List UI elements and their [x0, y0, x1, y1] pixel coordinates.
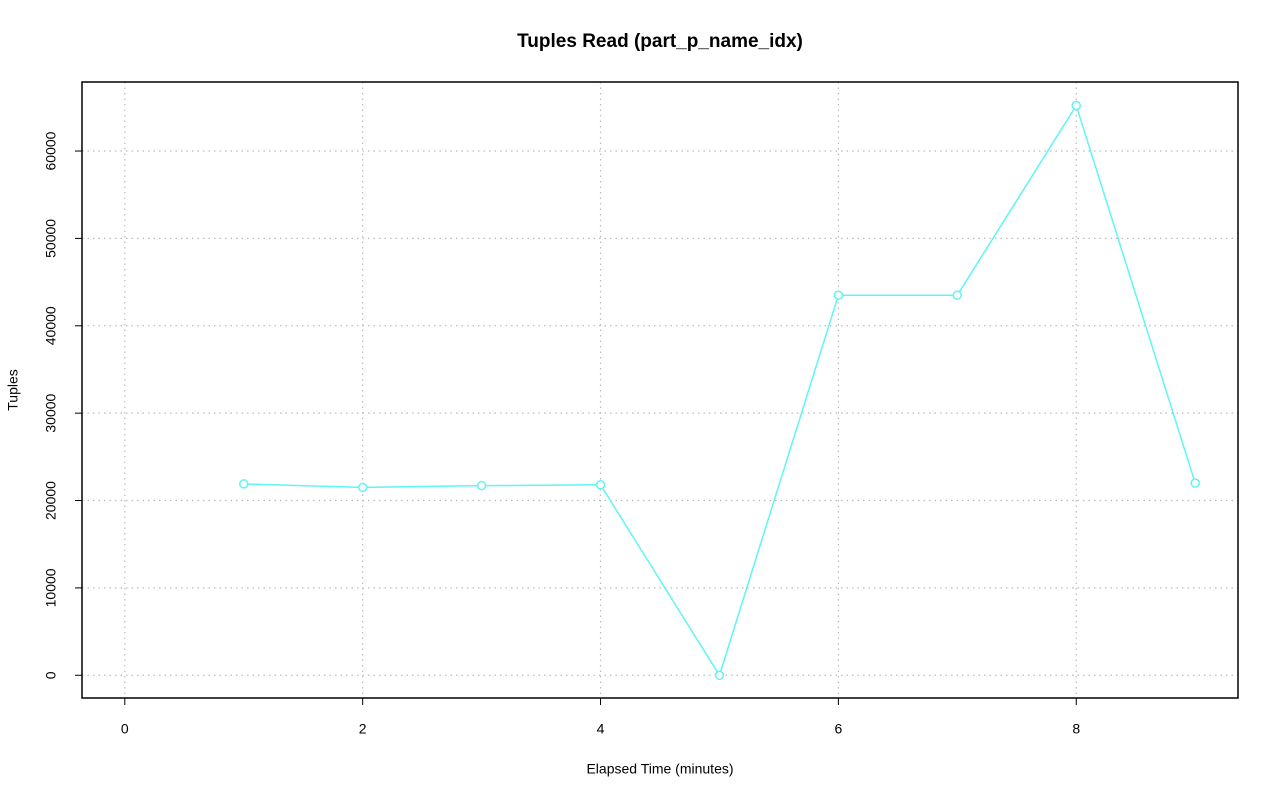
- data-point: [1071, 100, 1082, 111]
- data-point: [952, 290, 963, 300]
- x-tick-label: 8: [1072, 721, 1080, 737]
- y-tick-label: 10000: [43, 568, 59, 607]
- grid: [82, 82, 1238, 698]
- y-tick-label: 20000: [43, 481, 59, 520]
- data-point: [595, 480, 606, 490]
- y-axis-label: Tuples: [5, 369, 21, 411]
- x-tick-label: 4: [597, 721, 605, 737]
- y-tick-label: 0: [43, 671, 59, 679]
- plot-area: [238, 100, 1200, 681]
- plot-frame: [81, 81, 1239, 699]
- y-tick-label: 30000: [43, 393, 59, 432]
- data-point: [357, 482, 368, 493]
- data-point: [714, 670, 725, 681]
- data-point: [476, 480, 487, 491]
- y-tick-label: 50000: [43, 219, 59, 258]
- x-axis-label: Elapsed Time (minutes): [586, 761, 733, 777]
- y-tick-label: 40000: [43, 306, 59, 345]
- data-point: [238, 479, 249, 489]
- data-line: [243, 103, 1196, 678]
- chart-title: Tuples Read (part_p_name_idx): [517, 31, 803, 52]
- data-point: [1190, 478, 1200, 488]
- x-tick-label: 0: [121, 721, 129, 737]
- y-tick-label: 60000: [43, 131, 59, 170]
- x-tick-label: 2: [359, 721, 367, 737]
- data-point: [833, 290, 844, 300]
- x-tick-label: 6: [834, 721, 842, 737]
